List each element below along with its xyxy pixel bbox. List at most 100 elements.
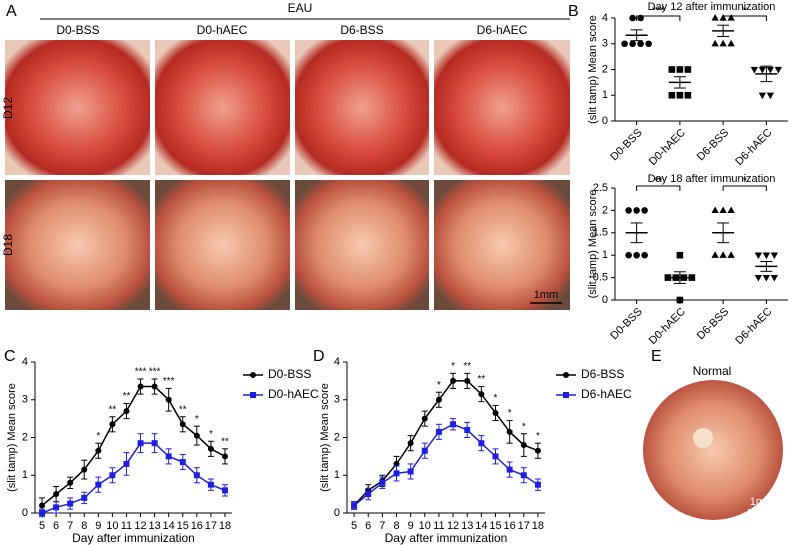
significance-label: * xyxy=(437,380,441,391)
y-tick-label: 2 xyxy=(602,63,608,75)
marker xyxy=(193,432,200,439)
marker xyxy=(81,466,88,473)
y-axis-label: (slit tamp) Mean score xyxy=(6,383,18,492)
marker xyxy=(137,440,144,447)
marker xyxy=(421,447,428,454)
y-tick-label: 4 xyxy=(602,12,608,24)
x-tick-label: 11 xyxy=(433,520,444,532)
row-label: D12 xyxy=(1,97,15,119)
marker xyxy=(754,274,763,282)
x-tick-label: 17 xyxy=(205,520,217,532)
significance-label: ** xyxy=(179,404,187,415)
marker xyxy=(534,447,541,454)
marker xyxy=(39,502,46,509)
significance-label: * xyxy=(209,429,213,440)
x-tick-label: 9 xyxy=(408,520,414,532)
legend-label: D6-hAEC xyxy=(581,387,632,401)
marker xyxy=(435,396,442,403)
significance-label: *** xyxy=(163,376,175,387)
marker xyxy=(207,481,214,488)
marker xyxy=(676,251,684,259)
x-tick-label: 6 xyxy=(53,520,59,532)
x-tick-label: D0-BSS xyxy=(608,306,645,343)
marker xyxy=(668,66,676,73)
marker xyxy=(435,428,442,435)
significance-label: ** xyxy=(654,175,663,187)
y-tick-label: 4 xyxy=(334,356,340,368)
marker xyxy=(492,453,499,460)
x-tick-label: D6-hAEC xyxy=(733,306,774,347)
y-tick-label: 2.5 xyxy=(593,182,608,194)
x-tick-label: 17 xyxy=(518,520,530,532)
x-tick-label: 18 xyxy=(219,520,231,532)
x-tick-label: 8 xyxy=(81,520,87,532)
y-tick-label: 2 xyxy=(602,204,608,216)
x-tick-label: 13 xyxy=(148,520,160,532)
marker xyxy=(625,207,632,214)
marker xyxy=(684,66,692,73)
marker xyxy=(478,391,485,398)
panel-label: A xyxy=(6,3,17,20)
marker xyxy=(719,206,727,214)
marker xyxy=(478,440,485,447)
significance-label: ** xyxy=(477,374,485,385)
y-axis-label: (slit tamp) Mean score xyxy=(587,15,599,124)
marker xyxy=(137,383,144,390)
x-tick-label: 18 xyxy=(532,520,544,532)
marker xyxy=(633,207,640,214)
marker xyxy=(688,274,696,281)
x-tick-label: 11 xyxy=(121,520,132,532)
marker xyxy=(207,445,214,452)
photo xyxy=(434,180,570,310)
marker xyxy=(520,442,527,449)
photo xyxy=(155,40,290,175)
marker xyxy=(250,372,256,378)
significance-label: *** xyxy=(149,367,161,378)
column-label: D0-BSS xyxy=(56,23,99,37)
marker xyxy=(719,251,727,258)
marker xyxy=(711,251,719,258)
marker xyxy=(641,207,648,214)
marker xyxy=(766,66,775,74)
significance-label: ** xyxy=(108,404,116,415)
x-tick-label: 16 xyxy=(191,520,203,532)
x-tick-label: D0-hAEC xyxy=(647,127,688,168)
marker xyxy=(39,510,46,516)
significance-label: * xyxy=(451,361,455,372)
x-tick-label: 13 xyxy=(461,520,473,532)
significance-label: * xyxy=(522,421,526,432)
marker xyxy=(151,440,158,447)
significance-bracket xyxy=(636,185,681,191)
x-tick-label: D6-hAEC xyxy=(733,127,774,168)
y-tick-label: 3 xyxy=(334,394,340,406)
y-tick-label: 1 xyxy=(334,469,340,481)
marker xyxy=(727,206,735,214)
marker xyxy=(684,91,692,99)
significance-label: *** xyxy=(652,5,666,17)
x-tick-label: D0-BSS xyxy=(608,127,645,164)
marker xyxy=(221,487,228,494)
marker xyxy=(351,502,358,509)
x-tick-label: 14 xyxy=(163,520,175,532)
x-axis-label: Day after immunization xyxy=(385,531,508,545)
panel-title: Normal xyxy=(693,364,732,378)
y-tick-label: 4 xyxy=(22,356,28,368)
panel-label: C xyxy=(4,348,16,365)
marker xyxy=(711,206,719,214)
x-tick-label: 5 xyxy=(39,520,45,532)
x-tick-label: 10 xyxy=(106,520,118,532)
x-tick-label: 12 xyxy=(134,520,146,532)
marker xyxy=(67,479,74,486)
series-line xyxy=(353,380,539,506)
y-tick-label: 0 xyxy=(602,294,608,306)
marker xyxy=(676,91,684,99)
marker xyxy=(95,447,102,454)
marker xyxy=(770,252,779,260)
y-tick-label: 1 xyxy=(602,249,608,261)
marker xyxy=(676,66,684,73)
marker xyxy=(727,14,735,21)
column-label: D6-hAEC xyxy=(477,23,528,37)
x-tick-label: 5 xyxy=(351,520,357,532)
marker xyxy=(774,66,783,74)
